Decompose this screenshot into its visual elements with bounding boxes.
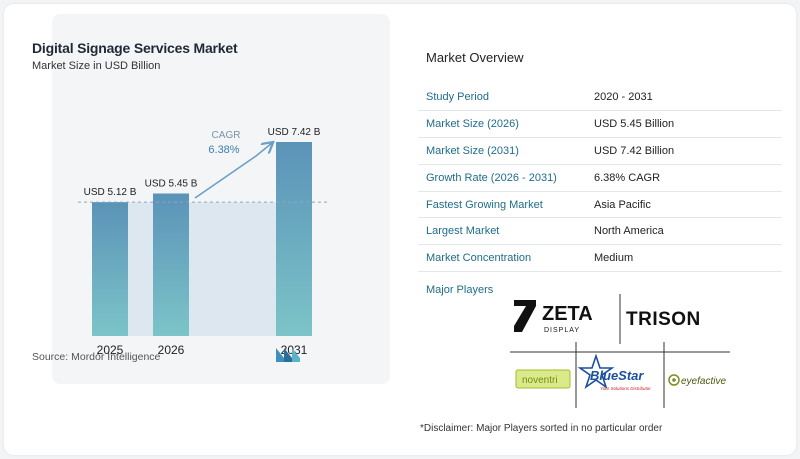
eyefactive-logo: eyefactive: [668, 374, 726, 387]
category-label: 2025: [97, 343, 124, 357]
table-row: Market Size (2031) USD 7.42 Billion: [418, 138, 782, 165]
zeta-mark-icon: [514, 300, 536, 332]
bar-2025: [92, 202, 128, 336]
bar-2026: [153, 193, 189, 336]
row-value: North America: [594, 225, 664, 238]
noventri-badge: [515, 369, 571, 389]
zeta-sub-text: DISPLAY: [544, 327, 580, 334]
row-key: Market Concentration: [426, 252, 532, 265]
trison-logo: TRISON: [626, 309, 701, 330]
eye-icon: [668, 374, 680, 386]
mordor-logo-icon: [276, 348, 300, 362]
eyefactive-text: eyefactive: [681, 376, 726, 387]
table-row: Market Size (2026) USD 5.45 Billion: [418, 111, 782, 138]
row-value: Asia Pacific: [594, 198, 651, 211]
row-key: Largest Market: [426, 225, 500, 238]
cagr-arrow: [194, 143, 272, 199]
zeta-text: ZETA: [542, 303, 593, 325]
reference-shade: [128, 202, 276, 336]
chart-source: Source: Mordor Intelligence: [32, 351, 161, 363]
value-label: USD 7.42 B: [268, 127, 321, 138]
chart-subtitle: Market Size in USD Billion: [32, 60, 161, 72]
bluestar-text: BlueStar: [590, 368, 644, 383]
noventri-logo: noventri: [515, 369, 571, 389]
overview-table: Study Period 2020 - 2031 Market Size (202…: [418, 84, 782, 273]
cagr-value: 6.38%: [208, 144, 239, 156]
table-row: Fastest Growing Market Asia Pacific: [418, 192, 782, 219]
major-players-logos: ZETA DISPLAY TRISON noventri BlueStar Yo…: [510, 294, 730, 408]
row-key: Market Size (2026): [426, 117, 519, 130]
table-row: Study Period 2020 - 2031: [418, 84, 782, 111]
eye-pupil-icon: [672, 378, 676, 382]
row-value: 6.38% CAGR: [594, 171, 661, 184]
noventri-text: noventri: [522, 375, 558, 386]
row-key: Market Size (2031): [426, 144, 519, 157]
zeta-display-logo: ZETA DISPLAY: [514, 300, 593, 334]
table-row: Market Concentration Medium: [418, 245, 782, 273]
chart-title: Digital Signage Services Market: [32, 40, 238, 56]
star-icon: [577, 353, 615, 390]
row-value: USD 7.42 Billion: [594, 144, 675, 157]
overview-title: Market Overview: [426, 50, 524, 65]
row-value: 2020 - 2031: [594, 90, 653, 103]
value-label: USD 5.45 B: [145, 179, 198, 190]
row-key: Fastest Growing Market: [426, 198, 543, 211]
table-row: Growth Rate (2026 - 2031) 6.38% CAGR: [418, 165, 782, 192]
row-key: Growth Rate (2026 - 2031): [426, 171, 557, 184]
major-players-label: Major Players: [426, 284, 494, 296]
row-value: Medium: [594, 252, 634, 265]
bluestar-tagline: Your Solutions Distributor: [600, 386, 651, 391]
row-value: USD 5.45 Billion: [594, 117, 675, 130]
value-label: USD 5.12 B: [84, 187, 137, 198]
bar-2031: [276, 142, 312, 336]
cagr-label: CAGR: [212, 130, 241, 141]
category-label: 2026: [158, 343, 185, 357]
row-key: Study Period: [426, 90, 489, 103]
table-row: Largest Market North America: [418, 218, 782, 246]
bluestar-logo: BlueStar Your Solutions Distributor: [577, 353, 651, 391]
disclaimer: *Disclaimer: Major Players sorted in no …: [420, 423, 663, 434]
